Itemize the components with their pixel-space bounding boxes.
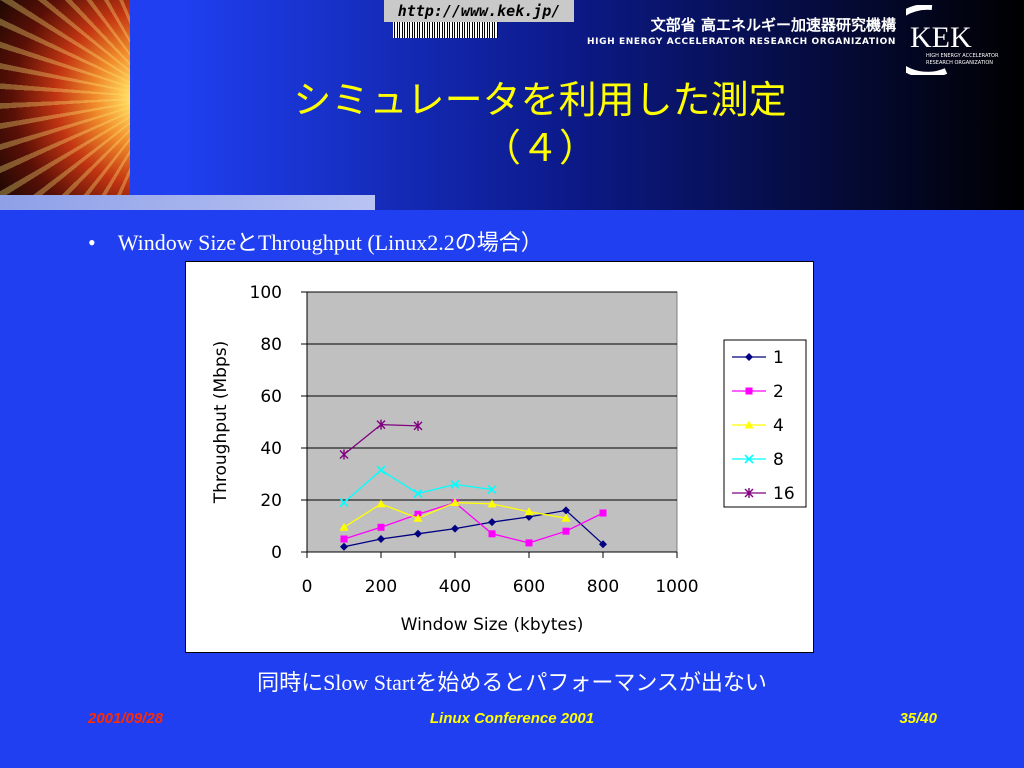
series-line: [343, 501, 604, 544]
y-tick-label: 0: [271, 543, 282, 563]
data-point: [745, 387, 753, 395]
y-tick-label: 20: [260, 491, 282, 511]
logo-sub1: HIGH ENERGY ACCELERATOR: [926, 53, 999, 59]
data-point: [450, 479, 460, 489]
data-point: [744, 454, 754, 464]
legend-label: 8: [773, 450, 784, 470]
bullet-dot-icon: •: [88, 230, 96, 255]
legend-box: [723, 339, 807, 508]
data-point: [376, 419, 386, 430]
x-axis-ticks: 0 200 400 600 800 1000: [302, 552, 699, 597]
org-name-jp: 文部省 高エネルギー加速器研究機構: [650, 16, 896, 34]
banner-band: [0, 195, 375, 210]
logo-sub2: RESEARCH ORGANIZATION: [926, 60, 993, 66]
data-point: [413, 513, 423, 522]
data-point: [377, 523, 385, 531]
data-point: [414, 529, 422, 538]
data-point: [487, 485, 497, 495]
chart-panel: 0 20 40 60 80 100 0 200 400 600 800 1000 Throughpu…: [185, 261, 814, 653]
bullet-text: Window SizeとThroughput (Linux2.2の場合）: [117, 230, 543, 255]
data-point: [339, 522, 349, 531]
data-point: [340, 542, 348, 551]
data-point: [561, 513, 571, 522]
legend-entry: 4: [732, 416, 784, 436]
data-point: [525, 539, 533, 547]
slide-caption: 同時にSlow Startを始めるとパフォーマンスが出ない: [257, 670, 767, 695]
x-tick-label: 200: [365, 577, 397, 597]
legend-label: 4: [773, 416, 784, 436]
url-link[interactable]: http://www.kek.jp/: [384, 0, 574, 22]
footer-conference: Linux Conference 2001: [429, 710, 595, 727]
footer-date: 2001/09/28: [88, 710, 164, 727]
data-point: [487, 499, 497, 508]
y-axis-ticks: 0 20 40 60 80 100: [250, 283, 307, 563]
data-point: [413, 488, 423, 499]
throughput-chart: 0 20 40 60 80 100 0 200 400 600 800 1000 Throughpu…: [211, 283, 807, 635]
legend-entry: 2: [732, 382, 784, 402]
series-4: [339, 498, 571, 531]
data-point: [450, 498, 460, 507]
bullet-item: • Window SizeとThroughput (Linux2.2の場合）: [88, 225, 543, 257]
plot-area: [306, 291, 678, 553]
y-axis-label: Throughput (Mbps): [211, 341, 231, 505]
data-point: [745, 353, 753, 361]
series-16: [339, 419, 423, 460]
x-tick-label: 800: [587, 577, 619, 597]
data-point: [488, 530, 496, 538]
starburst-image: [0, 0, 130, 195]
data-point: [488, 518, 496, 527]
x-tick-label: 600: [513, 577, 545, 597]
legend-entry: 8: [732, 450, 784, 470]
data-point: [562, 527, 570, 535]
y-tick-label: 100: [250, 283, 282, 303]
legend-entry: 1: [732, 348, 784, 368]
kek-logo: KEK HIGH ENERGY ACCELERATOR RESEARCH ORG…: [906, 5, 999, 75]
legend-entry: 16: [732, 484, 795, 504]
title-line-1: シミュレータを利用した測定: [293, 78, 787, 122]
data-point: [524, 507, 534, 516]
data-point: [339, 498, 349, 508]
data-point: [376, 465, 386, 475]
legend-label: 1: [773, 348, 784, 368]
logo-text: KEK: [910, 21, 972, 54]
legend-label: 16: [773, 484, 795, 504]
data-point: [376, 499, 386, 508]
data-point: [339, 449, 349, 460]
footer-page-number: 35/40: [899, 710, 937, 727]
org-name-en: HIGH ENERGY ACCELERATOR RESEARCH ORGANIZ…: [587, 37, 896, 47]
x-tick-label: 1000: [655, 577, 698, 597]
data-point: [744, 488, 754, 498]
data-point: [562, 506, 570, 515]
y-tick-label: 60: [260, 387, 282, 407]
starburst-rays: [0, 0, 130, 195]
data-point: [599, 540, 607, 549]
x-tick-label: 400: [439, 577, 471, 597]
y-tick-label: 40: [260, 439, 282, 459]
data-point: [377, 535, 385, 543]
data-point: [340, 535, 348, 543]
x-axis-label: Window Size (kbytes): [401, 615, 584, 635]
legend-label: 2: [773, 382, 784, 402]
slide-title: シミュレータを利用した測定 （４）: [150, 76, 930, 172]
data-point: [744, 420, 754, 429]
series-line: [343, 509, 604, 548]
title-line-2: （４）: [482, 126, 597, 170]
series-group: [339, 419, 607, 551]
barcode-graphic: [393, 22, 498, 38]
legend: 1 2 4 8 16: [732, 348, 795, 504]
series-8: [339, 465, 497, 508]
data-point: [451, 524, 459, 533]
title-banner: [0, 0, 1024, 210]
data-point: [413, 420, 423, 431]
y-tick-label: 80: [260, 335, 282, 355]
data-point: [599, 509, 607, 517]
x-tick-label: 0: [302, 577, 313, 597]
